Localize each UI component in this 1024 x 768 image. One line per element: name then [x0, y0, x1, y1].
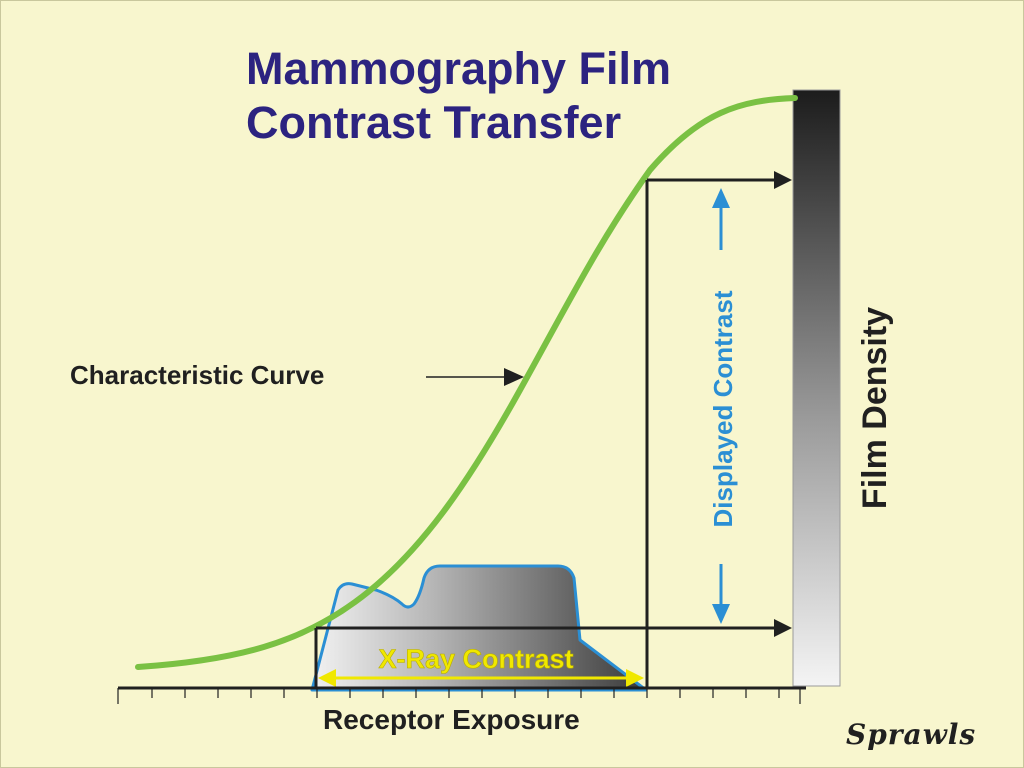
- displayed-contrast-arrowhead-bottom: [712, 604, 730, 624]
- curve-pointer-arrowhead: [504, 368, 524, 386]
- receptor-exposure-label: Receptor Exposure: [323, 704, 580, 735]
- characteristic-curve-label: Characteristic Curve: [70, 360, 325, 390]
- projection-arrowhead-high: [774, 171, 792, 189]
- xray-contrast-arrowhead-right: [626, 669, 644, 687]
- author-credit: Sprawls: [846, 718, 977, 751]
- film-density-label: Film Density: [856, 307, 894, 509]
- characteristic-curve: [135, 95, 798, 670]
- displayed-contrast-label: Displayed Contrast: [708, 290, 738, 527]
- film-density-bar: [792, 89, 841, 687]
- exposure-axis-ticks: [117, 688, 801, 704]
- title-line-1: Mammography Film: [246, 43, 672, 94]
- xray-contrast-arrowhead-left: [318, 669, 336, 687]
- displayed-contrast-arrowhead-top: [712, 188, 730, 208]
- xray-contrast-label: X-Ray Contrast: [378, 644, 573, 674]
- projection-arrowhead-low: [774, 619, 792, 637]
- slide-title: Mammography Film Contrast Transfer: [246, 42, 671, 150]
- title-line-2: Contrast Transfer: [246, 97, 622, 148]
